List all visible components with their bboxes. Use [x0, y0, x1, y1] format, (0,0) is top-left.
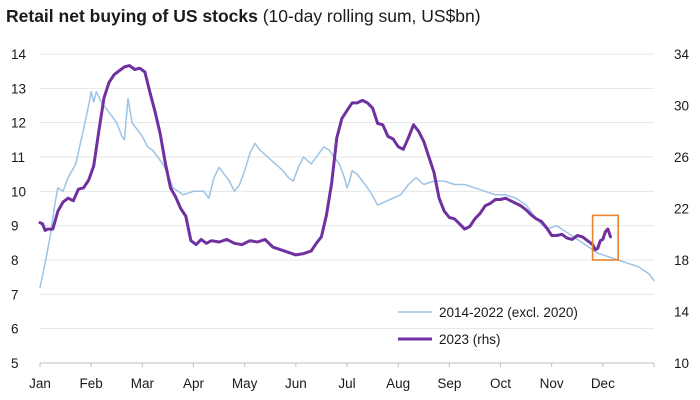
- x-axis-tick-label: May: [232, 376, 258, 391]
- x-axis-tick-label: Apr: [183, 376, 205, 391]
- x-axis-tick-label: Jul: [338, 376, 355, 391]
- right-axis-tick-label: 22: [674, 202, 689, 217]
- left-axis-tick-label: 13: [11, 81, 26, 96]
- legend-label-2023: 2023 (rhs): [439, 332, 501, 347]
- right-axis-tick-label: 14: [674, 305, 690, 320]
- highlight-box: [591, 214, 619, 261]
- x-axis-tick-label: Aug: [386, 376, 410, 391]
- left-axis-ticks: 5 6 7 8 9 10 11 12 13 14: [11, 47, 27, 371]
- chart-title-main: Retail net buying of US stocks: [6, 6, 258, 26]
- right-axis-tick-label: 10: [674, 356, 689, 371]
- x-axis-tick-label: Mar: [131, 376, 155, 391]
- left-axis-tick-label: 10: [11, 184, 26, 199]
- x-axis-tick-label: Feb: [80, 376, 103, 391]
- left-axis-tick-label: 7: [11, 287, 19, 302]
- x-axis-ticks: Jan Feb Mar Apr May Jun Jul Aug Sep Oct Nov Dec: [29, 363, 655, 391]
- series-layer: [38, 64, 655, 289]
- right-axis-tick-label: 34: [674, 47, 690, 62]
- x-axis-tick-label: Nov: [540, 376, 564, 391]
- legend: 2014-2022 (excl. 2020) 2023 (rhs): [398, 305, 578, 347]
- x-axis-tick-label: Sep: [437, 376, 461, 391]
- gridlines: [40, 53, 654, 330]
- left-axis-tick-label: 11: [11, 150, 25, 165]
- right-axis-tick-label: 30: [674, 99, 689, 114]
- left-axis-tick-label: 12: [11, 116, 26, 131]
- left-axis-tick-label: 8: [11, 253, 19, 268]
- chart-title: Retail net buying of US stocks (10-day r…: [6, 6, 481, 27]
- chart-subtitle: (10-day rolling sum, US$bn): [262, 6, 481, 26]
- legend-label-2014-2022: 2014-2022 (excl. 2020): [439, 305, 578, 320]
- x-axis-tick-label: Jun: [285, 376, 307, 391]
- right-axis-tick-label: 26: [674, 150, 689, 165]
- x-axis-tick-label: Jan: [29, 376, 51, 391]
- right-axis-ticks: 10 14 18 22 26 30 34: [674, 47, 690, 371]
- left-axis-tick-label: 5: [11, 356, 19, 371]
- x-axis-tick-label: Dec: [591, 376, 615, 391]
- left-axis-tick-label: 9: [11, 219, 19, 234]
- right-axis-tick-label: 18: [674, 253, 689, 268]
- series-line-2023: [38, 64, 612, 257]
- series-line-2014-2022: [39, 91, 655, 289]
- left-axis-tick-label: 6: [11, 322, 19, 337]
- left-axis-tick-label: 14: [11, 47, 27, 62]
- x-axis-tick-label: Oct: [490, 376, 511, 391]
